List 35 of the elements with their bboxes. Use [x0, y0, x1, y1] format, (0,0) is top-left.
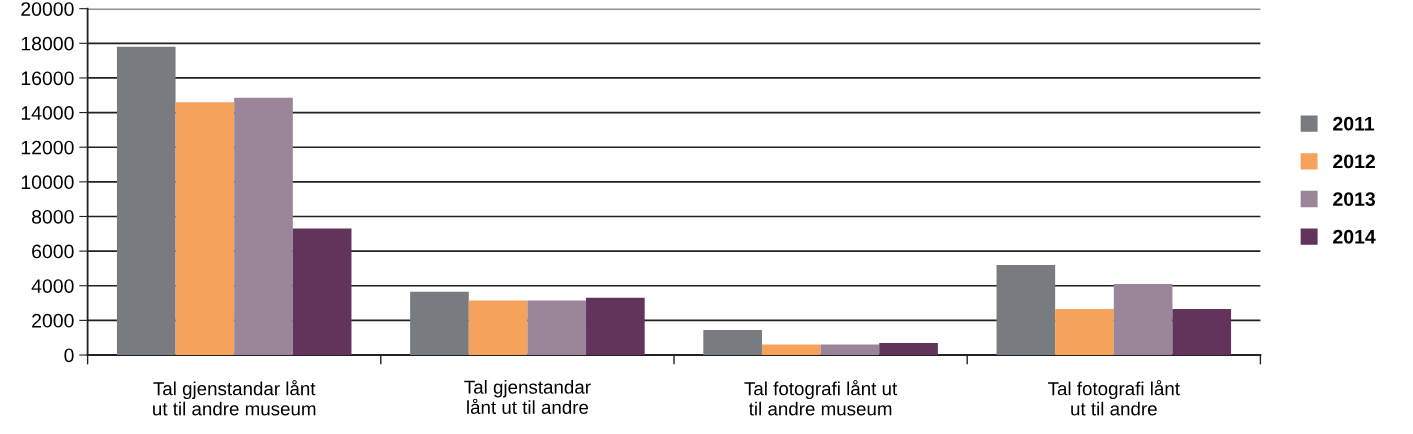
y-tick-label: 10000	[21, 175, 74, 190]
y-tick-label: 0	[64, 348, 74, 363]
y-tick-label: 6000	[32, 244, 74, 259]
bar	[527, 300, 587, 356]
bar	[1172, 309, 1232, 356]
bar	[820, 344, 880, 356]
bar	[879, 342, 938, 356]
bar	[586, 297, 645, 356]
y-tick-label: 12000	[21, 140, 74, 155]
x-tick-label: Tal gjenstandar lånt ut til andre	[464, 380, 591, 414]
bar	[1055, 309, 1114, 356]
y-tick-label: 18000	[21, 36, 74, 51]
bar	[410, 291, 469, 356]
y-tick-label: 4000	[31, 279, 74, 293]
x-tick-label: Tal fotografi lånt ut til andre	[1048, 380, 1180, 416]
bar	[175, 102, 235, 356]
bar	[292, 228, 352, 356]
y-tick-label: 16000	[21, 71, 74, 86]
legend-label: 2013	[1333, 192, 1376, 206]
legend-label: 2011	[1333, 116, 1375, 131]
bar	[761, 344, 821, 356]
y-tick-label: 14000	[21, 106, 74, 120]
bar	[234, 97, 293, 356]
y-tick-label: 8000	[32, 209, 74, 224]
bar	[996, 264, 1056, 356]
legend-label: 2012	[1333, 154, 1375, 169]
bar	[116, 46, 176, 356]
bar	[1113, 284, 1173, 356]
x-tick-label: Tal fotografi lånt ut til andre museum	[744, 380, 898, 416]
bar	[468, 300, 528, 356]
bar	[703, 329, 762, 356]
legend-label: 2014	[1333, 229, 1376, 244]
y-tick-label: 20000	[21, 2, 74, 16]
y-tick-label: 2000	[32, 313, 74, 328]
x-tick-label: Tal gjenstandar lånt ut til andre museum	[153, 380, 316, 416]
